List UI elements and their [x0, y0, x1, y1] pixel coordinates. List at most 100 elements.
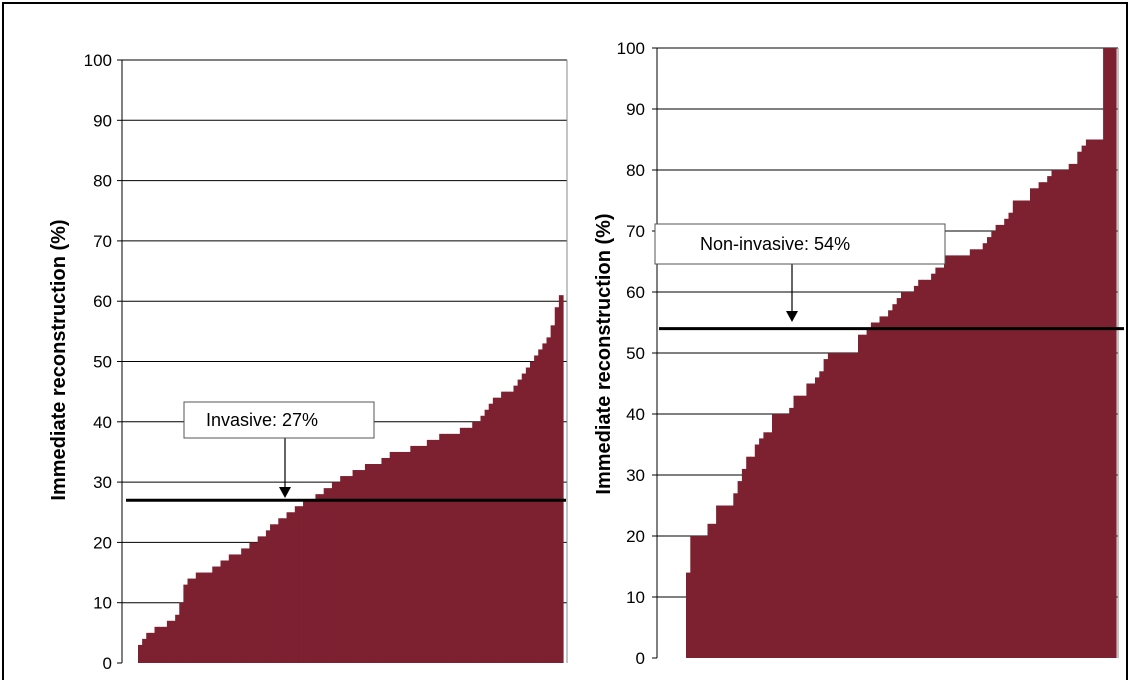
bar [286, 512, 292, 663]
bar [913, 285, 919, 658]
bar [439, 433, 444, 663]
bar [1008, 212, 1014, 658]
bar [974, 249, 979, 659]
bar [443, 433, 449, 663]
bar [492, 397, 498, 663]
bar [827, 353, 833, 658]
bar [303, 500, 308, 663]
invasive-panel: 0 10 20 30 40 50 60 70 80 90 100 Invasive: 27% Immed… [48, 51, 568, 673]
bar [356, 470, 362, 663]
bar [554, 307, 560, 663]
bar [741, 468, 747, 658]
bar [521, 373, 527, 663]
bar [1025, 200, 1031, 658]
bar [373, 464, 378, 663]
bar [961, 255, 967, 658]
bar [888, 310, 893, 658]
bar [480, 415, 486, 663]
bar [944, 255, 949, 658]
bar [987, 237, 992, 658]
bar [501, 391, 506, 663]
bar [883, 316, 889, 658]
bar [232, 554, 238, 663]
bar [901, 292, 906, 658]
bar [393, 451, 399, 663]
bar [150, 632, 156, 663]
bar [1017, 200, 1022, 658]
bar [204, 572, 209, 663]
bar [686, 572, 691, 658]
bar [982, 243, 988, 658]
bar [509, 391, 515, 663]
bar [965, 255, 971, 658]
bar [948, 255, 954, 658]
y-tick-label: 90 [626, 100, 645, 119]
bar [918, 279, 924, 658]
bar [810, 383, 816, 658]
bar [1055, 170, 1061, 658]
non-invasive-panel: 0 10 20 30 40 50 60 70 80 90 100 Non-invasive: 54% I… [593, 39, 1124, 668]
bar [698, 536, 704, 658]
bar [228, 554, 234, 663]
bar [455, 433, 461, 663]
bar [931, 273, 936, 658]
bar [484, 409, 490, 663]
bar [905, 292, 911, 658]
annotation-label: Non-invasive: 54% [700, 234, 850, 254]
bar [336, 482, 341, 663]
bar [1103, 48, 1108, 658]
bar [1030, 188, 1035, 659]
y-tick-label: 30 [93, 473, 112, 492]
bar [1004, 218, 1010, 659]
bar [245, 548, 251, 663]
bar [1060, 170, 1065, 658]
bar [183, 584, 189, 663]
bar [815, 377, 820, 658]
bar [414, 445, 420, 663]
bar [315, 494, 321, 663]
bar [969, 249, 975, 659]
bar [360, 470, 366, 663]
bar [282, 518, 288, 663]
y-tick-label: 30 [626, 466, 645, 485]
bar [819, 371, 825, 658]
y-tick-label: 100 [84, 51, 112, 70]
bar [389, 451, 395, 663]
bar [759, 438, 764, 658]
bar [294, 506, 300, 663]
bar [529, 361, 535, 663]
bar [253, 542, 259, 663]
bar [832, 353, 838, 658]
bar [162, 626, 168, 663]
bar [875, 322, 881, 658]
bar [224, 560, 230, 663]
bar [216, 566, 222, 663]
bar [505, 391, 510, 663]
bar [426, 439, 432, 663]
bar [447, 433, 453, 663]
bar [476, 421, 482, 663]
bar [257, 536, 263, 663]
bar [212, 566, 217, 663]
bar [926, 279, 932, 658]
bar [995, 224, 1001, 658]
y-tick-label: 80 [626, 161, 645, 180]
y-tick-label: 70 [93, 232, 112, 251]
bar [909, 292, 915, 658]
annotation-box [183, 401, 375, 439]
bar [780, 414, 786, 658]
bar [1073, 163, 1078, 658]
bar [1021, 200, 1027, 658]
y-tick-label: 50 [93, 353, 112, 372]
bar [737, 481, 743, 658]
bar [806, 383, 812, 658]
bar [146, 632, 151, 663]
bar [733, 493, 739, 658]
bar [1047, 176, 1053, 658]
bar [468, 427, 473, 663]
bar [435, 439, 440, 663]
bar [763, 432, 769, 658]
bar [171, 620, 176, 663]
bar [853, 353, 859, 658]
bar [1064, 170, 1070, 658]
